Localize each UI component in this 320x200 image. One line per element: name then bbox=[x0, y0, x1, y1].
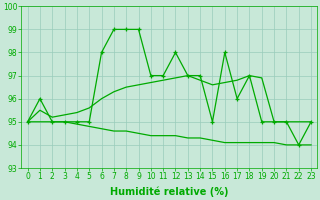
X-axis label: Humidité relative (%): Humidité relative (%) bbox=[110, 187, 228, 197]
